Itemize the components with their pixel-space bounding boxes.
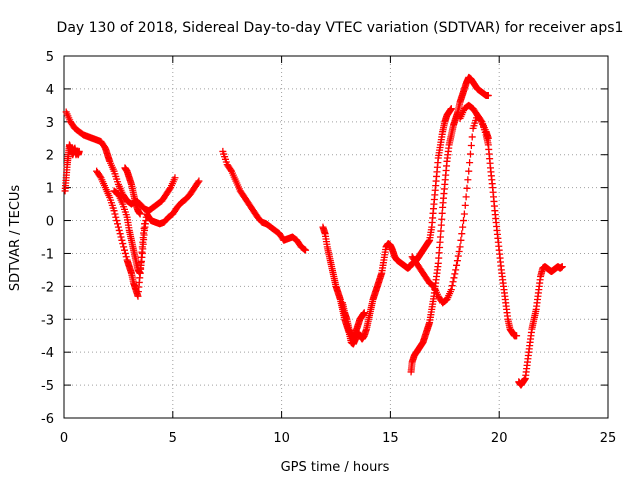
data-point (484, 134, 492, 142)
x-tick-label: 5 (169, 431, 177, 446)
data-point (455, 247, 463, 255)
data-point (466, 150, 474, 158)
data-points (61, 73, 566, 389)
data-point (194, 178, 202, 186)
data-point (451, 270, 459, 278)
y-axis-label: SDTVAR / TECUs (8, 185, 23, 292)
data-point (75, 147, 83, 155)
data-point (171, 174, 179, 182)
data-point (301, 246, 309, 254)
y-tick-label: 0 (46, 215, 54, 230)
y-tick-label: -4 (41, 346, 54, 361)
data-point (450, 274, 458, 282)
data-point (118, 236, 126, 244)
data-point (453, 257, 461, 265)
data-point (121, 249, 129, 257)
data-point (302, 246, 310, 254)
y-tick-label: 4 (46, 83, 54, 98)
data-point (465, 167, 473, 175)
data-point (467, 142, 475, 150)
x-tick-label: 20 (491, 431, 508, 446)
data-point (111, 210, 119, 218)
data-point (120, 243, 128, 251)
y-tick-label: -5 (41, 379, 54, 394)
data-point (136, 210, 144, 218)
y-tick-label: 2 (46, 149, 54, 164)
x-tick-label: 15 (382, 431, 399, 446)
data-point (449, 278, 457, 286)
y-tick-label: 5 (46, 50, 54, 65)
data-point (116, 230, 124, 238)
x-tick-label: 10 (273, 431, 290, 446)
data-point (447, 105, 455, 113)
data-point (454, 252, 462, 260)
data-point (461, 201, 469, 209)
data-point (513, 332, 521, 340)
data-point (558, 263, 566, 271)
data-point (360, 309, 368, 317)
data-point (436, 233, 444, 241)
data-point (114, 220, 122, 228)
data-point (459, 223, 467, 231)
data-point (457, 236, 465, 244)
y-tick-label: 3 (46, 116, 54, 131)
data-point (447, 286, 455, 294)
y-axis: 5 4 3 2 1 0 -1 -2 -3 -4 -5 -6 (41, 50, 608, 427)
x-tick-label: 0 (60, 431, 68, 446)
data-point (466, 159, 474, 167)
data-point (120, 246, 128, 254)
data-point (114, 223, 122, 231)
y-tick-label: -2 (41, 280, 54, 295)
y-tick-label: -6 (41, 412, 54, 427)
y-tick-label: -3 (41, 313, 54, 328)
data-point (122, 253, 130, 261)
data-point (110, 207, 118, 215)
data-point (438, 215, 446, 223)
data-point (463, 184, 471, 192)
data-point (468, 133, 476, 141)
data-point (119, 240, 127, 248)
chart-title: Day 130 of 2018, Sidereal Day-to-day VTE… (57, 20, 624, 36)
data-point (195, 177, 203, 185)
data-point (112, 213, 120, 221)
grid-lines (64, 56, 608, 418)
data-point (484, 91, 492, 99)
x-tick-label: 25 (600, 431, 617, 446)
x-axis-label: GPS time / hours (281, 460, 390, 475)
data-point (438, 209, 446, 217)
data-point (115, 226, 123, 234)
plot-frame (63, 55, 609, 419)
data-point (464, 176, 472, 184)
x-axis: 0 5 10 15 20 25 (60, 56, 616, 446)
data-point (452, 266, 460, 274)
y-tick-label: -1 (41, 247, 54, 262)
data-point (437, 221, 445, 229)
data-point (113, 217, 121, 225)
y-tick-label: 1 (46, 182, 54, 197)
data-point (462, 193, 470, 201)
data-point (458, 230, 466, 238)
data-point (456, 243, 464, 251)
data-point (117, 233, 125, 241)
data-point (437, 227, 445, 235)
data-point (460, 217, 468, 225)
data-point (453, 261, 461, 269)
data-point (460, 210, 468, 218)
data-point (448, 282, 456, 290)
